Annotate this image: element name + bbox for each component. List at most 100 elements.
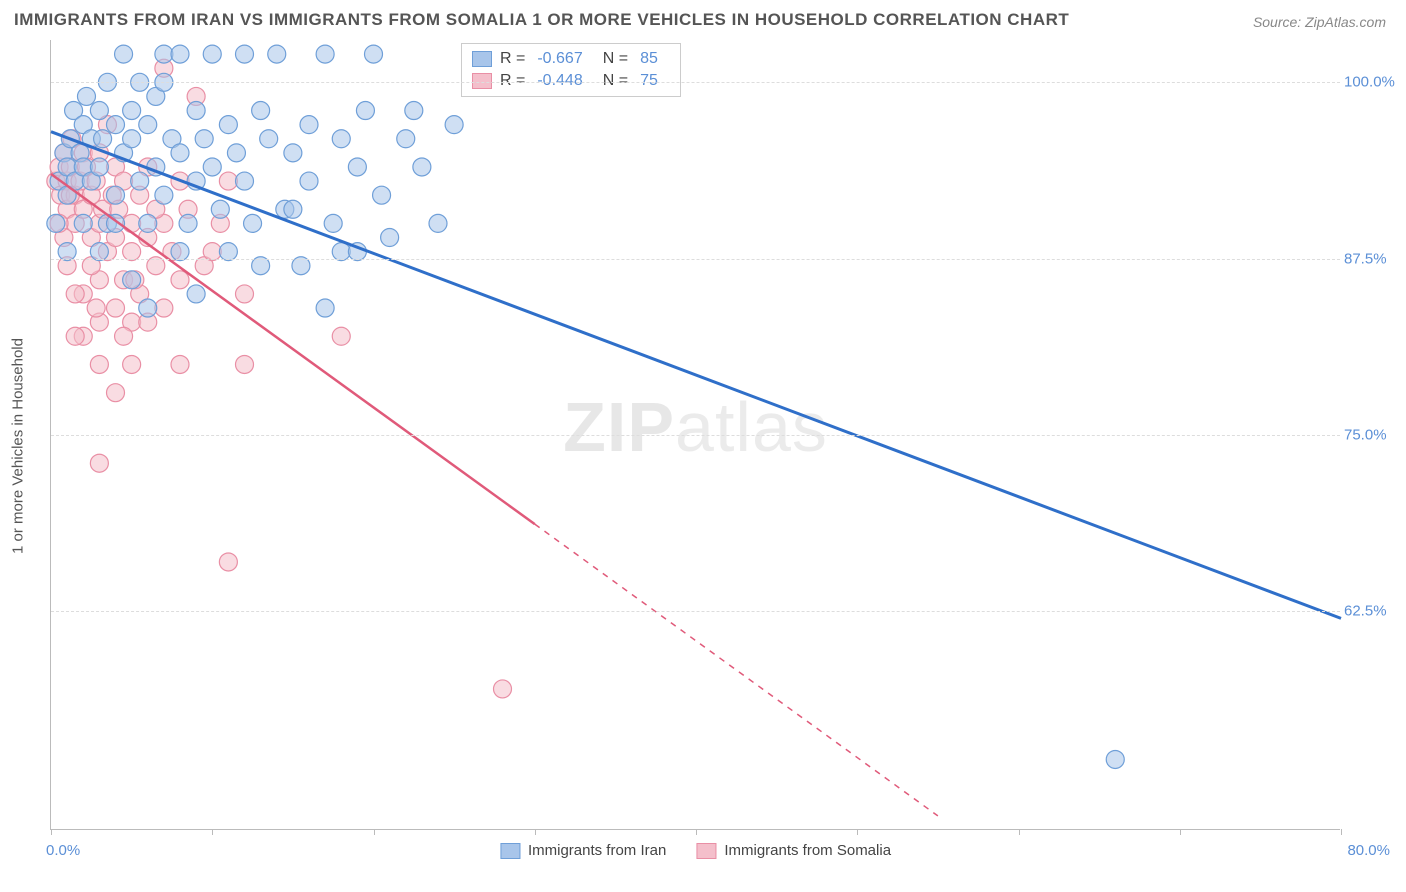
data-point [195, 130, 213, 148]
data-point [66, 285, 84, 303]
y-tick-label: 75.0% [1344, 427, 1404, 444]
data-point [171, 271, 189, 289]
data-point [252, 102, 270, 120]
y-axis-title: 1 or more Vehicles in Household [10, 338, 27, 554]
r-label: R = [500, 50, 525, 68]
gridline [51, 82, 1340, 83]
y-tick-label: 62.5% [1344, 603, 1404, 620]
data-point [123, 355, 141, 373]
data-point [219, 553, 237, 571]
data-point [123, 271, 141, 289]
data-point [365, 45, 383, 63]
data-point [155, 186, 173, 204]
x-tick [857, 829, 858, 835]
data-point [413, 158, 431, 176]
data-point [123, 102, 141, 120]
data-point [139, 116, 157, 134]
x-tick [696, 829, 697, 835]
legend-stats-row-iran: R = -0.667 N = 85 [472, 48, 670, 70]
data-point [155, 299, 173, 317]
data-point [284, 200, 302, 218]
data-point [123, 130, 141, 148]
legend-stats-row-somalia: R = -0.448 N = 75 [472, 70, 670, 92]
data-point [300, 172, 318, 190]
data-point [316, 299, 334, 317]
data-point [107, 384, 125, 402]
data-point [155, 45, 173, 63]
data-point [316, 45, 334, 63]
data-point [332, 327, 350, 345]
y-tick-label: 87.5% [1344, 250, 1404, 267]
legend-label-iran: Immigrants from Iran [528, 842, 666, 859]
swatch-somalia [696, 843, 716, 859]
legend-label-somalia: Immigrants from Somalia [724, 842, 891, 859]
data-point [139, 299, 157, 317]
n-value-somalia: 75 [640, 72, 658, 90]
swatch-somalia [472, 73, 492, 89]
data-point [260, 130, 278, 148]
data-point [47, 214, 65, 232]
data-point [187, 102, 205, 120]
data-point [219, 172, 237, 190]
data-point [171, 355, 189, 373]
data-point [397, 130, 415, 148]
data-point [87, 299, 105, 317]
regression-line-dashed [535, 524, 938, 816]
data-point [1106, 750, 1124, 768]
regression-line [51, 132, 1341, 619]
data-point [115, 327, 133, 345]
legend-series: Immigrants from Iran Immigrants from Som… [500, 842, 891, 859]
data-point [66, 327, 84, 345]
r-value-somalia: -0.448 [537, 72, 582, 90]
data-point [219, 116, 237, 134]
data-point [90, 355, 108, 373]
x-tick [1180, 829, 1181, 835]
data-point [348, 158, 366, 176]
chart-title: IMMIGRANTS FROM IRAN VS IMMIGRANTS FROM … [14, 10, 1069, 30]
data-point [445, 116, 463, 134]
data-point [107, 116, 125, 134]
regression-line [51, 174, 535, 524]
gridline [51, 259, 1340, 260]
source-attribution: Source: ZipAtlas.com [1253, 14, 1386, 30]
data-point [405, 102, 423, 120]
data-point [236, 45, 254, 63]
x-tick [51, 829, 52, 835]
data-point [373, 186, 391, 204]
x-axis-label-max: 80.0% [1347, 842, 1390, 859]
x-tick [212, 829, 213, 835]
data-point [131, 172, 149, 190]
data-point [107, 186, 125, 204]
x-tick [535, 829, 536, 835]
data-point [90, 454, 108, 472]
data-point [284, 144, 302, 162]
data-point [203, 45, 221, 63]
data-point [381, 229, 399, 247]
swatch-iran [500, 843, 520, 859]
x-tick [1019, 829, 1020, 835]
plot-area: ZIPatlas R = -0.667 N = 85 R = -0.448 N … [50, 40, 1340, 830]
r-label: R = [500, 72, 525, 90]
data-point [356, 102, 374, 120]
data-point [94, 130, 112, 148]
data-point [236, 172, 254, 190]
legend-stats: R = -0.667 N = 85 R = -0.448 N = 75 [461, 43, 681, 97]
data-point [179, 214, 197, 232]
data-point [203, 158, 221, 176]
data-point [90, 102, 108, 120]
data-point [324, 214, 342, 232]
n-value-iran: 85 [640, 50, 658, 68]
data-point [211, 200, 229, 218]
x-tick [374, 829, 375, 835]
data-point [115, 45, 133, 63]
data-point [494, 680, 512, 698]
gridline [51, 435, 1340, 436]
chart-container: IMMIGRANTS FROM IRAN VS IMMIGRANTS FROM … [0, 0, 1406, 892]
data-point [74, 214, 92, 232]
data-point [227, 144, 245, 162]
x-axis-label-min: 0.0% [46, 842, 80, 859]
data-point [90, 158, 108, 176]
gridline [51, 611, 1340, 612]
data-point [187, 285, 205, 303]
data-point [244, 214, 262, 232]
